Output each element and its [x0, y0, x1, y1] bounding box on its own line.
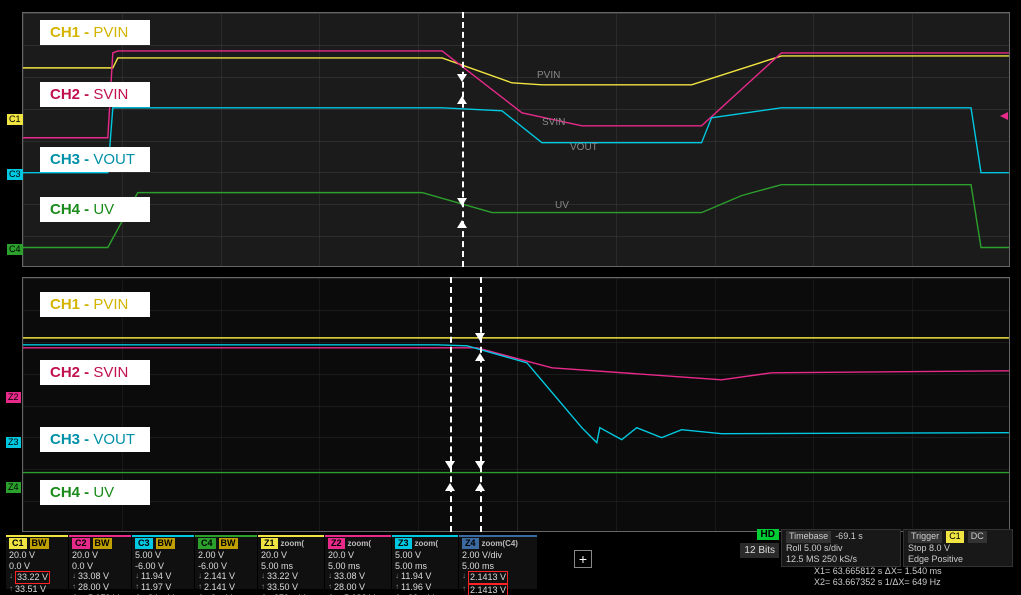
channel-label-svin: CH2 - SVIN	[40, 82, 150, 107]
channel-label-uv: CH4 - UV	[40, 480, 150, 505]
channel-label-pvin: CH1 - PVIN	[40, 20, 150, 45]
channel-indicator: C4	[7, 244, 23, 255]
trace-tag: SVIN	[542, 117, 565, 128]
trace-tag: PVIN	[537, 70, 560, 81]
cursor-arrow-icon	[445, 483, 455, 491]
cursor-arrow-icon	[475, 333, 485, 341]
cursor-arrow-icon	[457, 74, 467, 82]
cursor-line[interactable]	[462, 12, 464, 267]
zoom-channel-indicator: Z4	[6, 482, 21, 493]
trigger-level-indicator	[1000, 112, 1008, 120]
cursor-arrow-icon	[445, 461, 455, 469]
measurement-bar: C1BW20.0 V0.0 V↓33.22 V↑33.51 VΔy 282 mV…	[6, 535, 1015, 589]
measurement-block-c4[interactable]: C4BW2.00 V-6.00 V↓2.141 V↑2.141 VΔy 0 mV	[195, 535, 257, 589]
channel-label-svin: CH2 - SVIN	[40, 360, 150, 385]
measurement-block-z2[interactable]: Z2zoom(20.0 V5.00 ms↓33.08 V↑28.00 VΔy -…	[325, 535, 391, 589]
channel-label-vout: CH3 - VOUT	[40, 427, 150, 452]
cursor-line[interactable]	[450, 277, 452, 532]
measurement-block-c3[interactable]: C3BW5.00 V-6.00 V↓11.94 V↑11.97 VΔy 24 m…	[132, 535, 194, 589]
waveform-panel-bottom[interactable]	[22, 277, 1010, 532]
measurement-block-z3[interactable]: Z3zoom(5.00 V5.00 ms↓11.94 V↑11.96 VΔy 2…	[392, 535, 458, 589]
measurement-block-z4[interactable]: Z4zoom(C4)2.00 V/div5.00 ms↓2.1413 V↑2.1…	[459, 535, 537, 589]
cursor-line[interactable]	[480, 277, 482, 532]
channel-label-uv: CH4 - UV	[40, 197, 150, 222]
oscilloscope-screenshot: CH1 - PVIN CH2 - SVIN CH3 - VOUT CH4 - UV CH…	[0, 0, 1021, 595]
waveform-panel-top[interactable]	[22, 12, 1010, 267]
measurement-block-z1[interactable]: Z1zoom(20.0 V5.00 ms↓33.22 V↑33.50 VΔy 2…	[258, 535, 324, 589]
cursor-arrow-icon	[475, 483, 485, 491]
channel-indicator: C1	[7, 114, 23, 125]
trace-tag: UV	[555, 200, 569, 211]
cursor-arrow-icon	[457, 96, 467, 104]
cursor-arrow-icon	[457, 220, 467, 228]
zoom-channel-indicator: Z2	[6, 392, 21, 403]
channel-indicator: C3	[7, 169, 23, 180]
trace-tag: VOUT	[570, 142, 598, 153]
cursor-arrow-icon	[475, 461, 485, 469]
zoom-channel-indicator: Z3	[6, 437, 21, 448]
traces-top	[23, 13, 1009, 267]
channel-label-pvin: CH1 - PVIN	[40, 292, 150, 317]
measurement-block-c2[interactable]: C2BW20.0 V0.0 V↓33.08 V↑28.00 VΔy -5.079…	[69, 535, 131, 589]
cursor-arrow-icon	[475, 353, 485, 361]
traces-bottom	[23, 278, 1009, 532]
channel-label-vout: CH3 - VOUT	[40, 147, 150, 172]
cursor-arrow-icon	[457, 198, 467, 206]
measurement-block-c1[interactable]: C1BW20.0 V0.0 V↓33.22 V↑33.51 VΔy 282 mV	[6, 535, 68, 589]
